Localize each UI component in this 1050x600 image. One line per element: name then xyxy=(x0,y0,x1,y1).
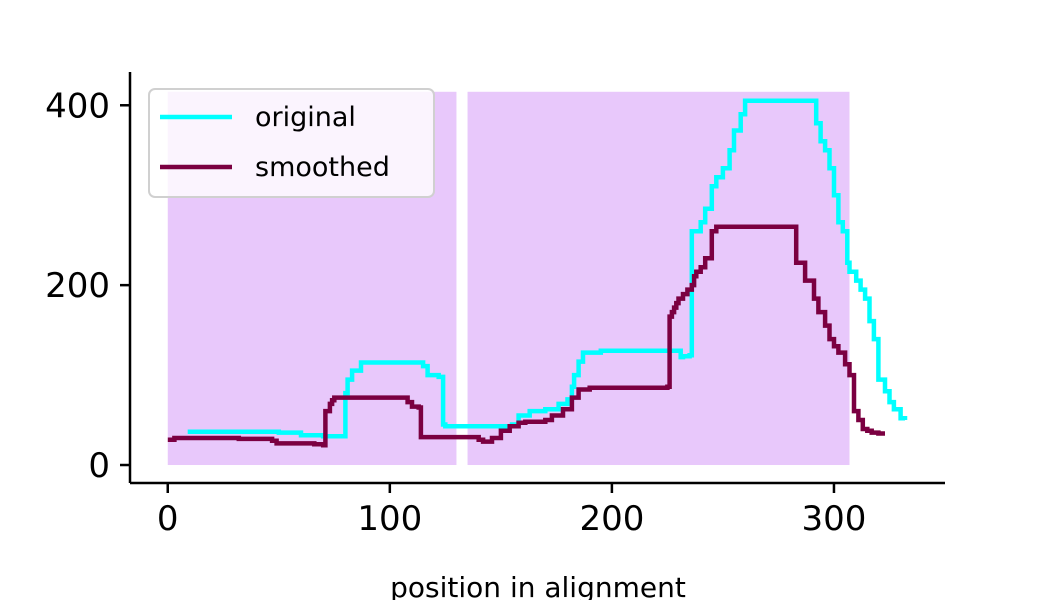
axes xyxy=(128,72,945,485)
legend: original smoothed xyxy=(148,88,435,198)
series-line-smoothed xyxy=(167,224,885,448)
x-tick-label: 200 xyxy=(579,499,644,539)
x-tick-label: 0 xyxy=(157,499,179,539)
legend-label-original: original xyxy=(255,102,356,133)
series-lines xyxy=(167,98,908,448)
y-tick-label: 400 xyxy=(45,86,110,126)
y-tick-label: 0 xyxy=(88,446,110,486)
x-tick-label: 100 xyxy=(357,499,422,539)
shaded-region-2 xyxy=(467,91,850,466)
x-tick-label: 300 xyxy=(802,499,867,539)
legend-label-smoothed: smoothed xyxy=(255,152,390,183)
series-line-original xyxy=(187,98,908,439)
x-axis-label: position in alignment xyxy=(390,571,686,600)
y-tick-label: 200 xyxy=(45,266,110,306)
ticks: 0 100 200 300 0 200 400 xyxy=(45,86,866,539)
